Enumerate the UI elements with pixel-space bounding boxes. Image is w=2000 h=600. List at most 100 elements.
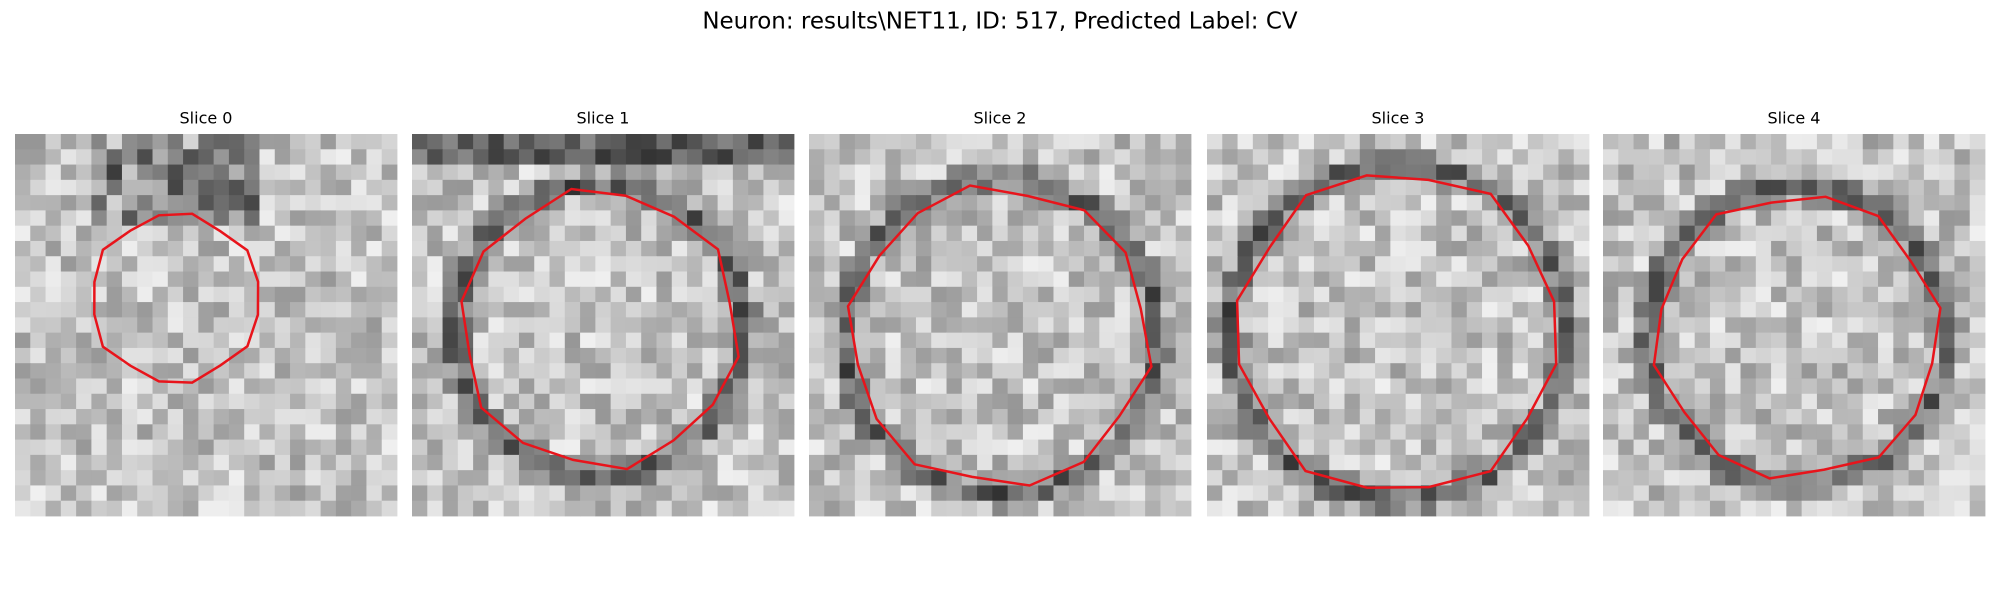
pixel: [259, 240, 276, 257]
pixel: [274, 500, 291, 517]
pixel: [1725, 332, 1741, 349]
pixel: [992, 470, 1009, 486]
pixel: [656, 149, 673, 165]
pixel: [473, 500, 489, 517]
pixel: [1129, 149, 1146, 165]
pixel: [1527, 195, 1544, 211]
pixel: [1603, 271, 1619, 288]
pixel: [15, 210, 31, 227]
pixel: [503, 302, 520, 318]
pixel: [1694, 256, 1711, 272]
pixel: [1543, 210, 1559, 227]
pixel: [488, 393, 505, 410]
pixel: [1573, 149, 1590, 165]
pixel: [1175, 179, 1192, 196]
pixel: [503, 210, 520, 227]
pixel: [1053, 332, 1070, 349]
pixel: [625, 271, 642, 288]
pixel: [1709, 454, 1726, 471]
pixel: [763, 256, 780, 272]
pixel: [1298, 500, 1315, 517]
pixel: [1725, 470, 1741, 486]
pixel: [1482, 240, 1498, 257]
pixel: [961, 470, 978, 486]
pixel: [687, 439, 703, 456]
pixel: [1878, 332, 1894, 349]
pixel: [687, 347, 703, 364]
pixel: [1222, 332, 1238, 349]
pixel: [1390, 378, 1407, 395]
pixel: [290, 500, 306, 517]
pixel: [1099, 332, 1115, 349]
pixel: [1160, 286, 1177, 303]
pixel: [977, 149, 993, 165]
pixel: [30, 195, 46, 211]
pixel: [1939, 317, 1955, 334]
pixel: [1359, 454, 1376, 471]
pixel: [900, 256, 917, 272]
pixel: [1771, 347, 1787, 364]
pixel: [1268, 210, 1284, 227]
pixel: [1725, 500, 1741, 517]
pixel: [1207, 302, 1223, 318]
pixel: [900, 409, 917, 425]
pixel: [1755, 378, 1772, 395]
pixel: [1664, 332, 1680, 349]
pixel: [748, 195, 764, 211]
pixel: [1527, 439, 1544, 456]
pixel: [457, 225, 474, 242]
pixel: [1375, 409, 1391, 425]
pixel: [809, 210, 825, 227]
pixel: [595, 134, 612, 150]
pixel: [366, 378, 383, 395]
pixel: [1512, 424, 1529, 440]
pixel: [457, 409, 474, 425]
pixel: [45, 134, 62, 150]
pixel: [885, 454, 902, 471]
pixel: [1694, 500, 1711, 517]
pixel: [625, 210, 642, 227]
pixel: [1252, 179, 1269, 196]
pixel: [946, 317, 963, 334]
pixel: [900, 485, 917, 502]
pixel: [1160, 500, 1177, 517]
pixel: [1832, 393, 1848, 410]
pixel: [1908, 149, 1925, 165]
pixel: [1862, 286, 1879, 303]
pixel: [473, 210, 489, 227]
pixel: [1603, 164, 1619, 181]
pixel: [1207, 286, 1223, 303]
pixel: [427, 393, 443, 410]
pixel: [1878, 286, 1894, 303]
pixel: [1420, 378, 1437, 395]
pixel: [457, 393, 474, 410]
pixel: [1482, 424, 1498, 440]
pixel: [457, 424, 474, 440]
pixel: [137, 164, 153, 181]
pixel: [977, 424, 993, 440]
pixel: [1283, 363, 1300, 379]
pixel: [885, 210, 902, 227]
pixel: [1786, 302, 1803, 318]
pixel: [1222, 149, 1238, 165]
pixel: [427, 332, 443, 349]
pixel: [564, 470, 581, 486]
pixel: [1145, 363, 1161, 379]
pixel: [228, 179, 245, 196]
pixel: [1558, 195, 1575, 211]
pixel: [1022, 302, 1039, 318]
pixel: [1420, 195, 1437, 211]
pixel: [534, 500, 550, 517]
pixel: [1207, 179, 1223, 196]
pixel: [198, 332, 215, 349]
pixel: [1527, 409, 1544, 425]
pixel: [1482, 210, 1498, 227]
pixel: [1543, 179, 1559, 196]
pixel: [1022, 409, 1039, 425]
pixel: [1954, 210, 1971, 227]
pixel: [1160, 439, 1177, 456]
pixel: [1405, 393, 1422, 410]
pixel: [1283, 225, 1300, 242]
pixel: [259, 225, 276, 242]
pixel: [778, 149, 795, 165]
